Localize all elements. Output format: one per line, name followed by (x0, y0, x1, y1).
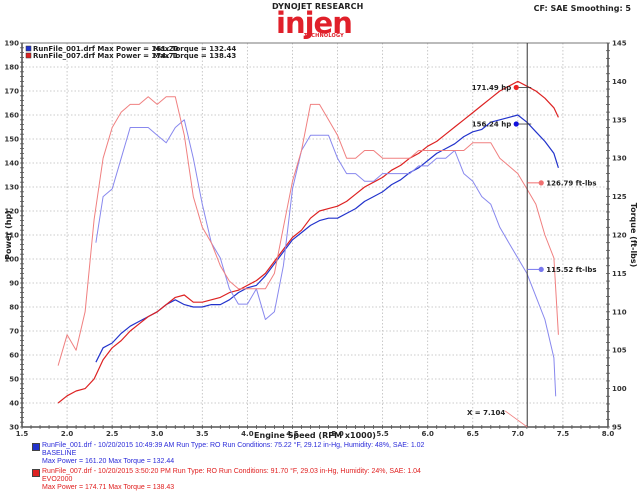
svg-text:140: 140 (4, 160, 19, 168)
svg-text:110: 110 (4, 232, 19, 240)
svg-text:4.0: 4.0 (241, 430, 254, 438)
y2-axis-title: Torque (ft-lbs) (629, 203, 638, 268)
svg-text:6.5: 6.5 (467, 430, 480, 438)
svg-text:RunFile_001.drf Max Power = 16: RunFile_001.drf Max Power = 161.20 (33, 45, 179, 53)
svg-text:100: 100 (4, 256, 19, 264)
svg-text:4.5: 4.5 (286, 430, 299, 438)
svg-text:7.0: 7.0 (512, 430, 525, 438)
svg-text:170: 170 (4, 88, 19, 96)
value-annotations: 171.49 hp 156.24 hp 126.79 ft-lbs 115.52 ft… (472, 84, 597, 274)
run-max-values: Max Power = 174.71 Max Torque = 138.43 (42, 484, 175, 492)
svg-text:80: 80 (9, 304, 19, 312)
run-label: EVO2000 (42, 475, 73, 483)
svg-text:180: 180 (4, 64, 19, 72)
svg-text:70: 70 (9, 328, 19, 336)
svg-text:5.0: 5.0 (331, 430, 344, 438)
run-detail-evo2000: RunFile_007.drf - 10/20/2015 3:50:20 PM … (32, 468, 424, 493)
svg-text:40: 40 (9, 400, 19, 408)
svg-text:120: 120 (4, 208, 19, 216)
svg-text:Max Torque = 132.44: Max Torque = 132.44 (153, 45, 236, 53)
svg-text:2.0: 2.0 (61, 430, 74, 438)
svg-text:130: 130 (612, 155, 627, 163)
dyno-chart: 1.5 2.0 2.5 3.0 3.5 4.0 4.5 5.0 5.5 6.0 6.5 7.0 7.5 8… (4, 40, 638, 441)
svg-text:126.79 ft-lbs: 126.79 ft-lbs (546, 179, 596, 187)
torque-curve (57, 96, 559, 366)
correction-smoothing-info: CF: SAE Smoothing: 5 (533, 4, 631, 13)
svg-text:100: 100 (612, 385, 627, 393)
svg-text:3.0: 3.0 (151, 430, 164, 438)
logo-subtitle: TECHNOLOGY (304, 33, 344, 39)
svg-text:Max Torque = 138.43: Max Torque = 138.43 (153, 52, 236, 60)
run-max-values: Max Power = 161.20 Max Torque = 132.44 (42, 458, 175, 466)
svg-text:190: 190 (4, 40, 19, 48)
curves (57, 80, 559, 404)
svg-text:50: 50 (9, 376, 19, 384)
svg-text:RunFile_007.drf Max Power = 17: RunFile_007.drf Max Power = 174.71 (33, 52, 179, 60)
injen-logo: injen TECHNOLOGY (274, 6, 360, 40)
svg-text:140: 140 (612, 78, 627, 86)
svg-text:130: 130 (4, 184, 19, 192)
run-info: RunFile_007.drf - 10/20/2015 3:50:20 PM … (42, 467, 421, 475)
svg-text:125: 125 (612, 193, 627, 201)
svg-text:156.24 hp: 156.24 hp (472, 121, 511, 129)
y-axis-title: Power (hp) (4, 210, 13, 260)
svg-text:110: 110 (612, 308, 627, 316)
svg-text:171.49 hp: 171.49 hp (472, 84, 511, 92)
axes: 1.5 2.0 2.5 3.0 3.5 4.0 4.5 5.0 5.5 6.0 6.5 7.0 7.5 8… (4, 40, 626, 439)
cursor-line[interactable]: X = 7.104 (467, 43, 528, 428)
svg-text:60: 60 (9, 352, 19, 360)
svg-text:145: 145 (612, 40, 627, 48)
power-curve (57, 80, 559, 404)
evo2000-color-swatch[interactable] (32, 468, 40, 477)
svg-text:2.5: 2.5 (106, 430, 119, 438)
run-label: BASELINE (42, 450, 77, 458)
dynojet-research-title: DYNOJET RESEARCH (272, 2, 364, 11)
x-axis-title: Engine Speed (RPM x1000) (254, 431, 376, 440)
svg-text:115.52 ft-lbs: 115.52 ft-lbs (546, 266, 596, 274)
run-detail-baseline: RunFile_001.drf - 10/20/2015 10:49:39 AM… (32, 442, 424, 467)
grid-lines (22, 43, 608, 427)
svg-text:6.0: 6.0 (421, 430, 434, 438)
run-info: RunFile_001.drf - 10/20/2015 10:49:39 AM… (42, 442, 425, 449)
svg-text:160: 160 (4, 112, 19, 120)
svg-text:3.5: 3.5 (196, 430, 209, 438)
svg-text:105: 105 (612, 347, 627, 355)
svg-text:1.5: 1.5 (16, 430, 29, 438)
svg-text:90: 90 (9, 280, 19, 288)
svg-text:30: 30 (9, 424, 19, 432)
svg-text:8.0: 8.0 (602, 430, 615, 438)
svg-text:115: 115 (612, 270, 627, 278)
svg-text:150: 150 (4, 136, 19, 144)
svg-text:5.5: 5.5 (376, 430, 389, 438)
torque-curve (95, 119, 557, 397)
run-details: RunFile_001.drf - 10/20/2015 10:49:39 AM… (32, 442, 424, 493)
svg-text:120: 120 (612, 232, 627, 240)
svg-text:X = 7.104: X = 7.104 (467, 409, 505, 417)
logo-wordmark: injen (276, 6, 353, 40)
baseline-color-swatch[interactable] (32, 443, 40, 451)
svg-text:135: 135 (612, 116, 627, 124)
svg-text:7.5: 7.5 (557, 430, 570, 438)
power-curve (95, 114, 559, 363)
svg-text:95: 95 (612, 424, 622, 432)
